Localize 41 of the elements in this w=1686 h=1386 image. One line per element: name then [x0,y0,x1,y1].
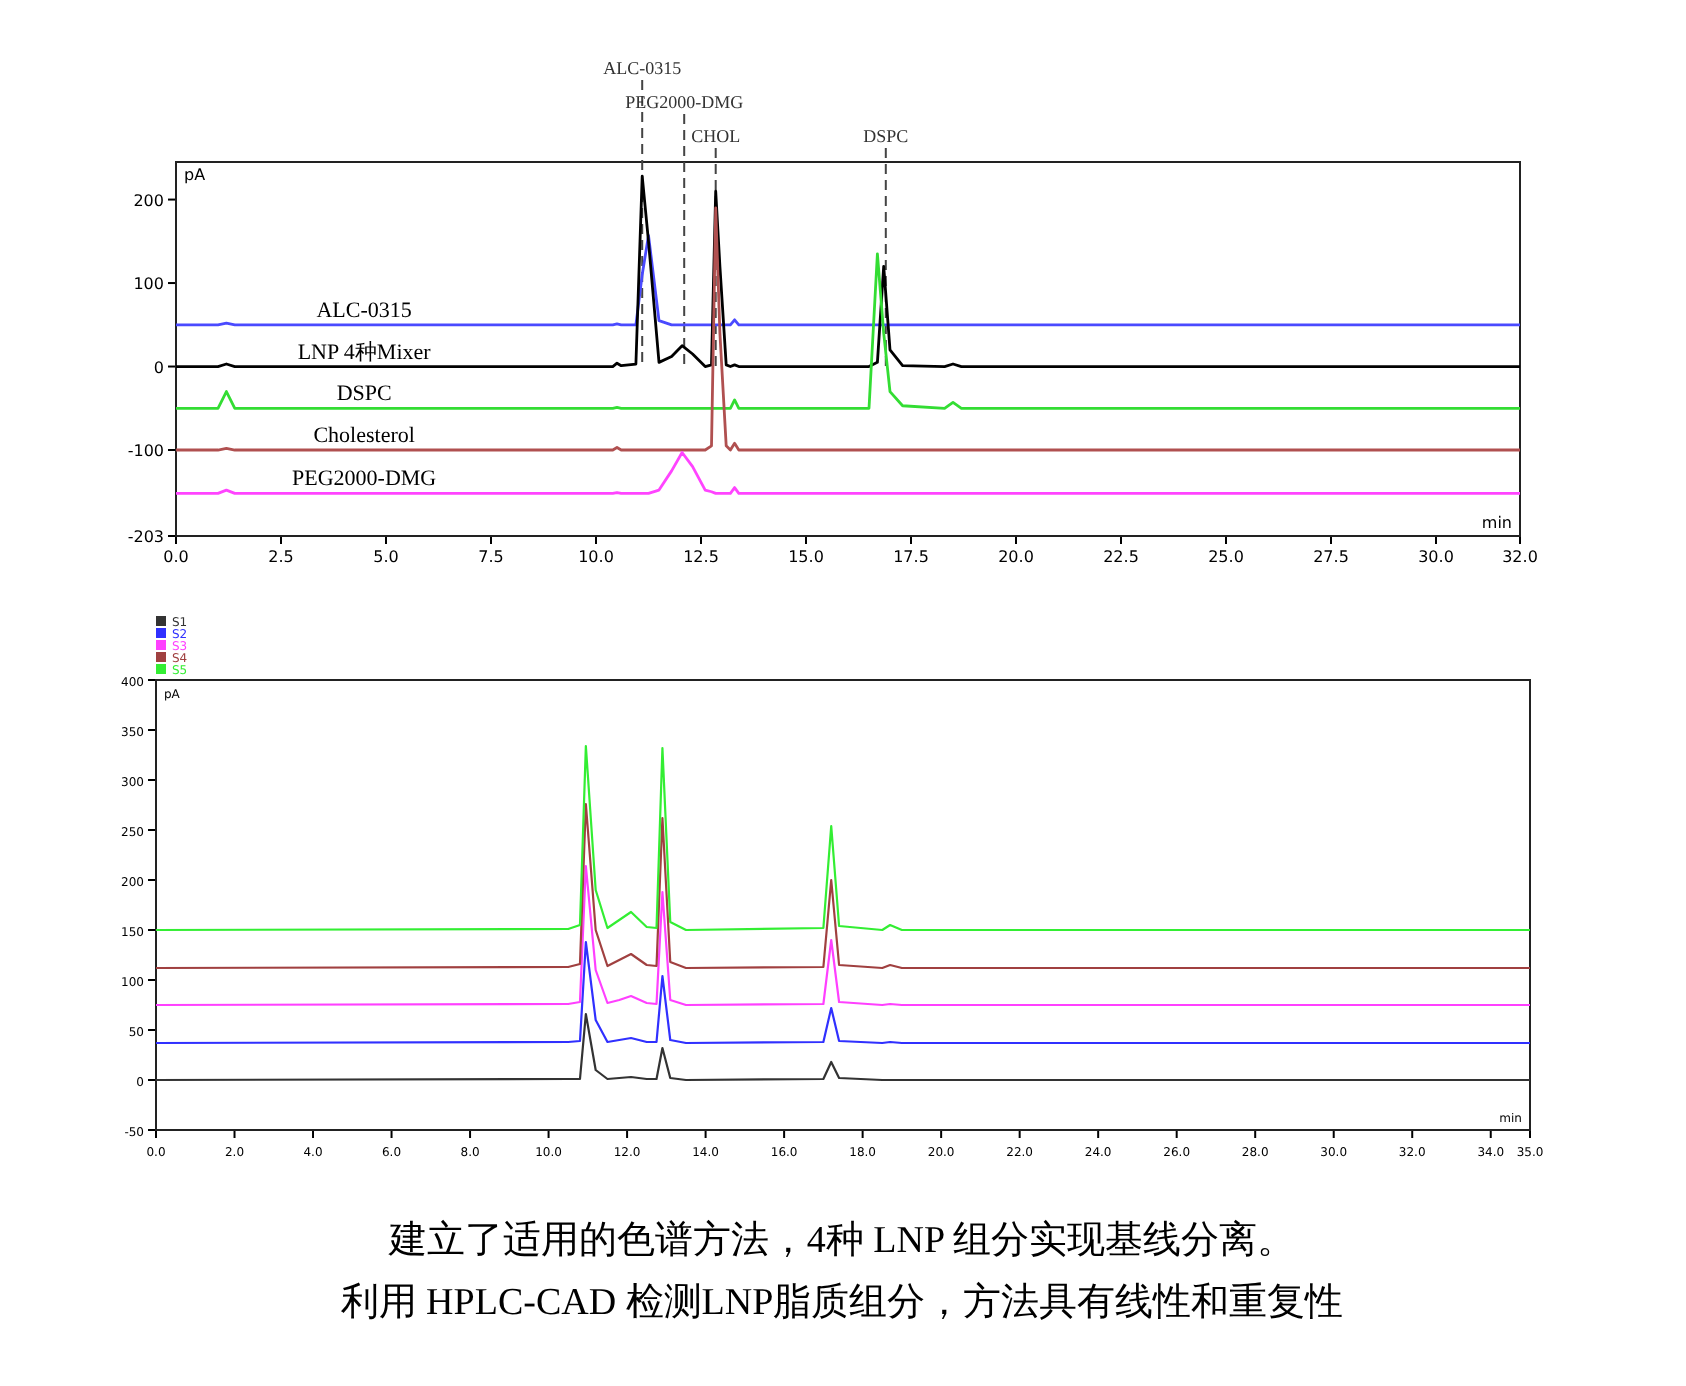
x-tick-label: 12.5 [683,548,719,566]
y-tick-label: 200 [133,191,164,210]
x-tick-label: 17.5 [893,548,929,566]
ref-line-label: ALC-0315 [603,58,683,78]
line-series [154,864,1532,1007]
x-tick-label: 15.0 [788,548,824,566]
x-tick-label: 5.0 [373,548,399,566]
text: 建立了适用的色谱方法，4种 LNP 组分实现基线分离。 [386,1218,1296,1262]
series-label: PEG2000-DMG [292,467,437,492]
line-series [174,206,1522,452]
x-tick-label: 2.5 [268,548,294,566]
line-series [154,940,1532,1045]
ref-line-label: DSPC [863,126,909,146]
x-tick-label: 27.5 [1313,548,1349,566]
ref-line-label: PEG2000-DMG [625,92,745,112]
x-tick-label: 30.0 [1418,548,1454,566]
series-label: ALC-0315 [316,298,413,323]
x-tick-label: 7.5 [478,548,504,566]
x-tick-label: 10.0 [578,548,614,566]
x-tick-label: 22.5 [1103,548,1139,566]
y-tick-label: 0 [153,358,164,377]
line-series [174,451,1522,495]
x-axis-title: min [1481,514,1512,532]
x-tick-label: 25.0 [1208,548,1244,566]
series-label: LNP 4种Mixer [297,338,432,365]
y-tick-label: -100 [127,442,164,461]
text: 利用 HPLC-CAD 检测LNP脂质组分，方法具有线性和重复性 [340,1280,1344,1324]
x-tick-label: 32.0 [1502,548,1538,566]
line-series [154,802,1532,970]
series-label: DSPC [336,382,392,407]
ref-line-label: CHOL [691,126,741,146]
line-series [154,744,1532,932]
line-series [174,234,1522,327]
line-series [154,1012,1532,1082]
series-label: Cholesterol [313,424,415,449]
x-tick-label: 0.0 [163,548,189,566]
line-series [174,252,1522,410]
y-axis-title: pA [184,166,207,184]
y-tick-label: 100 [133,275,164,294]
x-tick-label: 20.0 [998,548,1034,566]
y-tick-label: -203 [127,528,164,546]
